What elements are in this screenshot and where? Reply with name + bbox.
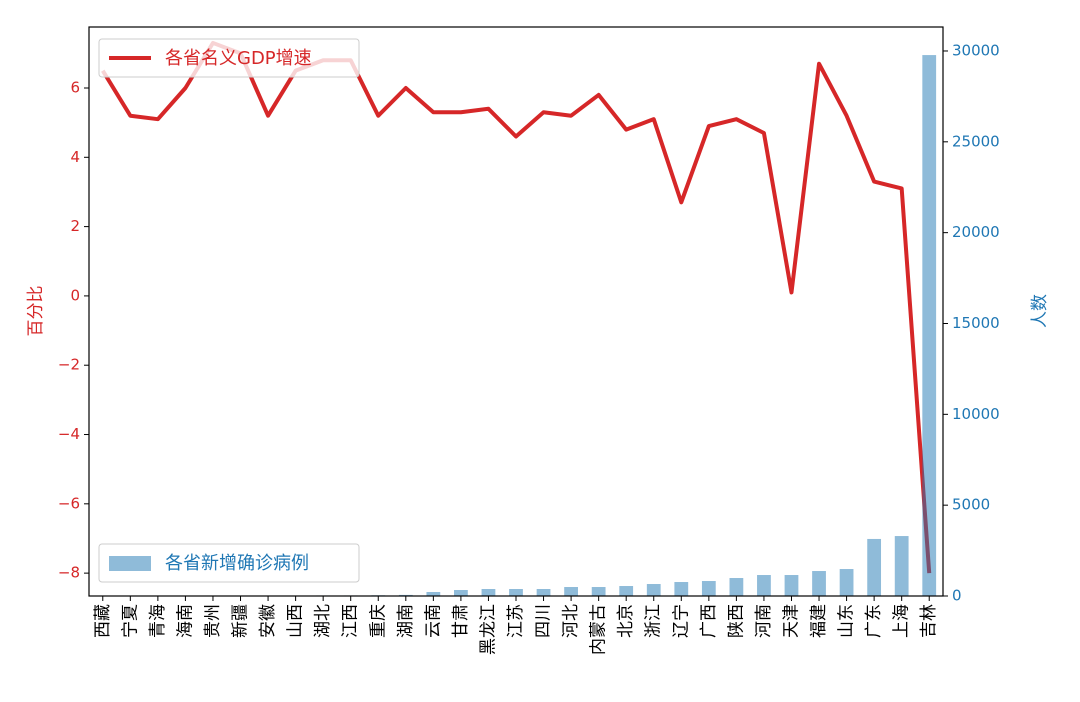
x-tick-label: 湖南 — [396, 604, 416, 638]
y2-tick-label: 5000 — [952, 496, 990, 514]
x-tick-label: 广东 — [864, 604, 884, 638]
y2-tick-label: 10000 — [952, 405, 1000, 423]
bar — [674, 582, 688, 596]
x-tick-label: 广西 — [699, 604, 719, 638]
x-tick-label: 西藏 — [93, 604, 113, 638]
bar — [757, 575, 771, 596]
bar — [895, 536, 909, 596]
x-tick-label: 上海 — [892, 604, 912, 638]
x-tick-label: 云南 — [423, 604, 443, 638]
x-tick-label: 陕西 — [726, 604, 746, 638]
bar — [647, 584, 661, 596]
x-tick-label: 宁夏 — [120, 604, 140, 638]
x-tick-label: 湖北 — [313, 604, 333, 638]
x-tick-label: 内蒙古 — [589, 604, 609, 655]
bar — [840, 569, 854, 596]
x-tick-label: 甘肃 — [451, 604, 471, 638]
bar — [702, 581, 716, 596]
bar — [592, 587, 606, 596]
y2-tick-label: 30000 — [952, 41, 1000, 59]
x-tick-label: 江苏 — [506, 604, 526, 638]
bar — [454, 590, 468, 596]
y-tick-label: −2 — [58, 356, 80, 374]
y2-axis-title: 人数 — [1030, 294, 1050, 328]
bar — [564, 587, 578, 596]
y-tick-label: 6 — [70, 78, 80, 96]
bar — [867, 539, 881, 596]
y-tick-label: −6 — [58, 494, 80, 512]
y2-tick-label: 15000 — [952, 314, 1000, 332]
x-tick-label: 黑龙江 — [478, 604, 498, 655]
x-tick-label: 吉林 — [919, 604, 939, 638]
bar — [482, 589, 496, 596]
bar — [730, 578, 744, 596]
y-axis-title: 百分比 — [26, 286, 46, 337]
x-tick-label: 新疆 — [231, 604, 251, 638]
y-tick-label: 0 — [70, 286, 80, 304]
legend-swatch — [109, 556, 151, 571]
x-tick-label: 天津 — [781, 604, 801, 638]
x-tick-label: 福建 — [809, 604, 829, 638]
bar — [785, 575, 799, 596]
x-tick-label: 辽宁 — [671, 604, 691, 638]
legend-label: 各省名义GDP增速 — [165, 48, 312, 69]
x-tick-label: 青海 — [148, 604, 168, 638]
y2-tick-label: 0 — [952, 587, 962, 605]
x-tick-label: 浙江 — [644, 604, 664, 638]
x-tick-label: 四川 — [534, 604, 554, 638]
y-tick-label: 2 — [70, 217, 80, 235]
y-tick-label: −8 — [58, 564, 80, 582]
x-tick-label: 贵州 — [203, 604, 223, 638]
x-tick-label: 河南 — [754, 604, 774, 638]
x-tick-label: 山东 — [837, 604, 857, 638]
gdp-line — [103, 43, 929, 573]
y2-tick-label: 25000 — [952, 132, 1000, 150]
x-tick-label: 安徽 — [258, 604, 278, 638]
bar — [812, 571, 826, 596]
x-tick-label: 山西 — [286, 604, 306, 638]
y-tick-label: 4 — [70, 148, 80, 166]
y-tick-label: −4 — [58, 425, 80, 443]
x-tick-label: 北京 — [616, 604, 636, 638]
legend-label: 各省新增确诊病例 — [165, 553, 309, 574]
bar — [619, 586, 633, 596]
bar — [537, 589, 551, 596]
bar — [922, 55, 936, 596]
y2-tick-label: 20000 — [952, 223, 1000, 241]
bar — [509, 589, 523, 596]
x-tick-label: 河北 — [561, 604, 581, 638]
x-tick-label: 海南 — [175, 604, 195, 638]
x-tick-label: 江西 — [341, 604, 361, 638]
x-tick-label: 重庆 — [368, 604, 388, 638]
